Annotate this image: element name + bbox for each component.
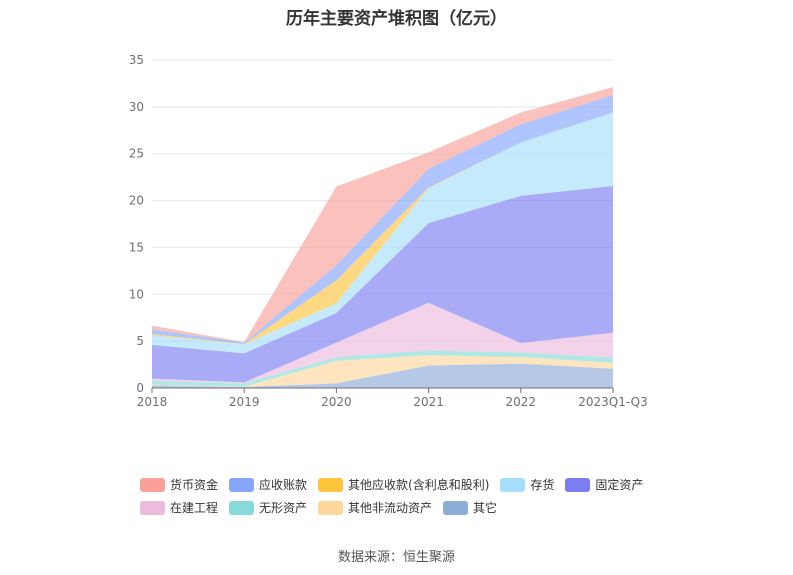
area-存货	[152, 112, 613, 354]
x-tick-label: 2019	[229, 395, 260, 409]
legend-swatch	[229, 500, 255, 515]
legend-row: 货币资金 应收账款 其他应收款(含利息和股利) 存货 固定资产	[140, 473, 680, 496]
y-tick-label: 30	[129, 100, 144, 114]
legend-swatch	[140, 477, 165, 492]
legend: 货币资金 应收账款 其他应收款(含利息和股利) 存货 固定资产在建工程 无形资产 其他非流动…	[140, 473, 680, 519]
legend-label: 其他非流动资产	[348, 501, 433, 515]
y-tick-label: 5	[136, 334, 144, 348]
y-tick-label: 10	[129, 287, 144, 301]
legend-label: 其它	[473, 501, 498, 515]
area-无形资产	[152, 350, 613, 387]
area-其他非流动资产	[152, 355, 613, 388]
y-tick-label: 35	[129, 53, 144, 67]
area-在建工程	[152, 302, 613, 384]
legend-item[interactable]: 其他非流动资产	[318, 499, 432, 516]
legend-swatch	[140, 500, 165, 515]
area-货币资金	[152, 87, 613, 343]
y-tick-label: 15	[129, 240, 144, 254]
legend-swatch	[318, 500, 344, 515]
legend-label: 应收账款	[259, 478, 308, 492]
legend-item[interactable]: 货币资金	[140, 476, 218, 493]
legend-label: 无形资产	[259, 501, 308, 515]
data-source: 数据来源：恒生聚源	[337, 550, 455, 565]
legend-label: 货币资金	[170, 478, 219, 492]
y-tick-label: 20	[129, 194, 144, 208]
legend-label: 其他应收款(含利息和股利)	[348, 478, 490, 492]
y-tick-label: 25	[129, 147, 144, 161]
legend-swatch	[500, 477, 526, 492]
legend-label: 固定资产	[595, 478, 644, 492]
legend-swatch	[443, 500, 469, 515]
y-tick-label: 0	[136, 381, 144, 395]
area-其它	[152, 363, 613, 388]
x-tick-label: 2018	[137, 395, 168, 409]
area-应收账款	[152, 95, 613, 344]
legend-label: 存货	[530, 478, 555, 492]
x-tick-label: 2022	[506, 395, 537, 409]
legend-item[interactable]: 其它	[443, 499, 497, 516]
x-tick-label: 2021	[413, 395, 444, 409]
chart-title: 历年主要资产堆积图（亿元）	[286, 9, 507, 29]
legend-item[interactable]: 应收账款	[229, 476, 307, 493]
x-tick-label: 2020	[321, 395, 352, 409]
legend-row: 在建工程 无形资产 其他非流动资产 其它	[140, 496, 680, 519]
legend-swatch	[229, 477, 255, 492]
x-tick-label: 2023Q1-Q3	[578, 395, 647, 409]
legend-item[interactable]: 无形资产	[229, 499, 307, 516]
area-固定资产	[152, 186, 613, 383]
legend-item[interactable]: 其他应收款(含利息和股利)	[318, 476, 489, 493]
legend-swatch	[318, 477, 344, 492]
legend-item[interactable]: 固定资产	[565, 476, 643, 493]
legend-swatch	[565, 477, 591, 492]
legend-item[interactable]: 存货	[500, 476, 554, 493]
legend-label: 在建工程	[170, 501, 219, 515]
legend-item[interactable]: 在建工程	[140, 499, 218, 516]
